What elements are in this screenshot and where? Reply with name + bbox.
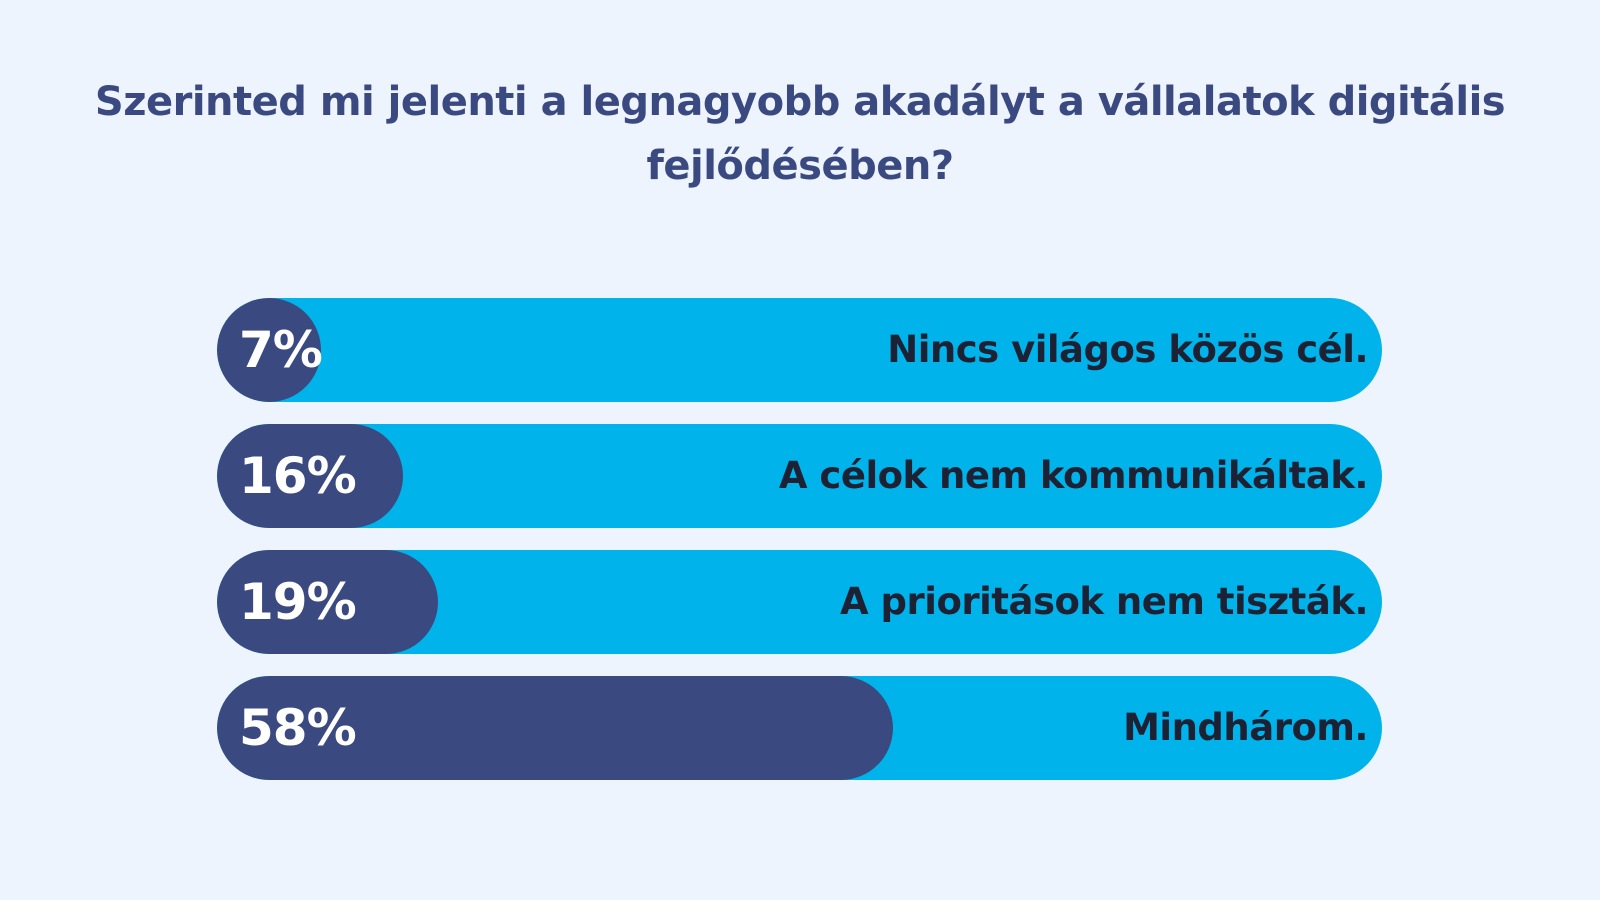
bar-row-2: 16% A célok nem kommunikáltak. bbox=[217, 424, 1382, 528]
bar-percent-label: 7% bbox=[239, 321, 323, 379]
bar-category-label: Nincs világos közös cél. bbox=[887, 328, 1368, 371]
bar-row-1: 7% Nincs világos közös cél. bbox=[217, 298, 1382, 402]
bar-percent-label: 58% bbox=[239, 699, 357, 757]
bar-category-label: A prioritások nem tiszták. bbox=[840, 580, 1368, 623]
bar-fill-1 bbox=[217, 298, 321, 402]
bar-fill-2 bbox=[217, 424, 404, 528]
bar-fill-3 bbox=[217, 550, 439, 654]
bar-category-label: A célok nem kommunikáltak. bbox=[778, 454, 1369, 497]
bar-row-4: 58% Mindhárom. bbox=[217, 676, 1382, 780]
bar-fill-4 bbox=[217, 676, 893, 780]
bar-row-3: 19% A prioritások nem tiszták. bbox=[217, 550, 1382, 654]
bar-category-label: Mindhárom. bbox=[1123, 706, 1368, 749]
question-title: Szerinted mi jelenti a legnagyobb akadál… bbox=[94, 79, 1506, 189]
bar-percent-label: 16% bbox=[239, 447, 357, 505]
bar-percent-label: 19% bbox=[239, 573, 357, 631]
